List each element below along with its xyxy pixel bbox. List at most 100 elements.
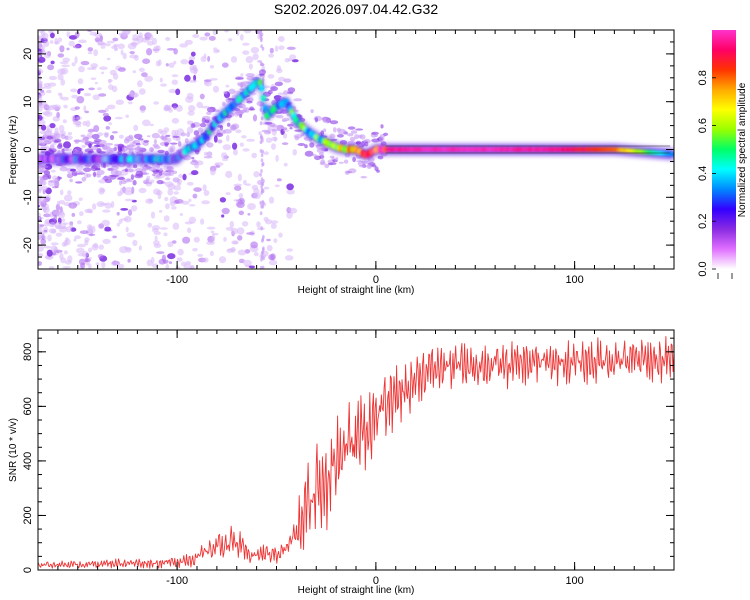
noise-speckle	[204, 79, 212, 82]
noise-speckle	[239, 114, 243, 118]
colorbar-tick-label: 0.2	[697, 214, 709, 229]
noise-speckle	[361, 160, 370, 165]
spectrogram-xlabel: Height of straight line (km)	[298, 285, 415, 296]
noise-speckle	[209, 250, 214, 257]
noise-speckle	[130, 174, 135, 180]
noise-speckle	[188, 105, 196, 112]
noise-speckle	[60, 134, 66, 140]
noise-speckle	[43, 206, 50, 214]
noise-speckle	[283, 162, 288, 167]
noise-speckle	[228, 88, 236, 95]
noise-speckle	[58, 226, 67, 233]
noise-speckle	[102, 145, 110, 150]
noise-speckle	[47, 64, 55, 71]
noise-speckle	[253, 171, 260, 178]
spectrogram-xtick-label: -100	[166, 274, 188, 286]
noise-speckle	[55, 232, 63, 237]
noise-speckle	[197, 127, 203, 133]
noise-speckle	[71, 62, 76, 67]
noise-speckle	[38, 261, 42, 266]
noise-speckle	[335, 157, 339, 161]
noise-speckle	[49, 40, 54, 44]
noise-speckle	[117, 67, 126, 72]
noise-speckle	[108, 147, 116, 152]
noise-speckle	[263, 151, 270, 156]
noise-speckle	[63, 141, 71, 149]
noise-speckle	[140, 109, 145, 113]
noise-speckle	[71, 115, 76, 121]
noise-speckle	[40, 230, 45, 237]
noise-speckle	[77, 78, 84, 85]
noise-speckle	[245, 183, 252, 186]
noise-speckle	[167, 253, 176, 260]
noise-speckle	[238, 258, 245, 262]
noise-speckle	[186, 120, 194, 125]
noise-speckle	[171, 74, 179, 78]
noise-speckle	[50, 242, 59, 246]
noise-speckle	[59, 189, 64, 196]
noise-speckle	[280, 125, 285, 130]
noise-speckle	[41, 124, 47, 131]
noise-speckle	[337, 128, 347, 135]
noise-speckle	[83, 92, 92, 97]
noise-speckle	[120, 49, 124, 56]
noise-speckle	[57, 92, 61, 96]
noise-speckle	[324, 163, 330, 169]
noise-speckle	[252, 53, 259, 61]
noise-speckle	[202, 257, 209, 263]
noise-speckle	[127, 258, 131, 263]
noise-speckle	[376, 169, 380, 173]
noise-speckle	[38, 56, 46, 63]
noise-speckle	[58, 200, 66, 205]
noise-speckle	[138, 67, 145, 73]
noise-speckle	[193, 236, 200, 243]
noise-speckle	[84, 110, 90, 114]
noise-speckle	[173, 185, 182, 191]
noise-speckle	[318, 152, 324, 156]
noise-speckle	[249, 106, 255, 111]
noise-speckle	[358, 164, 366, 168]
noise-speckle	[215, 162, 224, 167]
noise-speckle	[278, 36, 285, 42]
noise-speckle	[323, 128, 327, 132]
noise-speckle	[105, 126, 111, 130]
noise-speckle	[142, 58, 151, 64]
noise-speckle	[206, 142, 214, 148]
noise-speckle	[81, 144, 87, 148]
noise-speckle	[54, 177, 60, 184]
noise-speckle	[40, 89, 45, 93]
noise-speckle	[262, 179, 265, 183]
noise-speckle	[52, 104, 62, 111]
noise-speckle	[99, 140, 107, 145]
noise-speckle	[233, 199, 240, 202]
noise-speckle	[38, 94, 43, 100]
noise-speckle	[40, 165, 49, 169]
noise-speckle	[101, 71, 105, 75]
noise-speckle	[243, 259, 252, 267]
noise-speckle	[277, 92, 285, 96]
noise-speckle	[58, 124, 65, 133]
noise-speckle	[171, 117, 180, 124]
noise-speckle	[135, 170, 144, 177]
noise-speckle	[168, 88, 177, 94]
spectrogram-ytick-label: 10	[22, 96, 34, 108]
noise-speckle	[229, 220, 235, 229]
snr-xtick-label: 0	[373, 575, 379, 587]
noise-speckle	[177, 141, 182, 147]
noise-speckle	[163, 215, 170, 222]
noise-speckle	[258, 73, 265, 76]
noise-speckle	[127, 209, 133, 216]
noise-speckle	[97, 87, 102, 90]
noise-speckle	[193, 74, 197, 82]
noise-speckle	[50, 60, 55, 65]
noise-speckle	[151, 225, 161, 231]
noise-speckle	[259, 172, 262, 177]
noise-speckle	[310, 109, 314, 114]
noise-speckle	[76, 164, 84, 171]
noise-speckle	[190, 160, 199, 166]
noise-speckle	[109, 69, 117, 76]
figure-title: S202.2026.097.04.42.G32	[274, 1, 438, 17]
noise-speckle	[148, 167, 157, 172]
snr-ticks: -100 0 100 0 200 400 600 800	[22, 330, 675, 587]
